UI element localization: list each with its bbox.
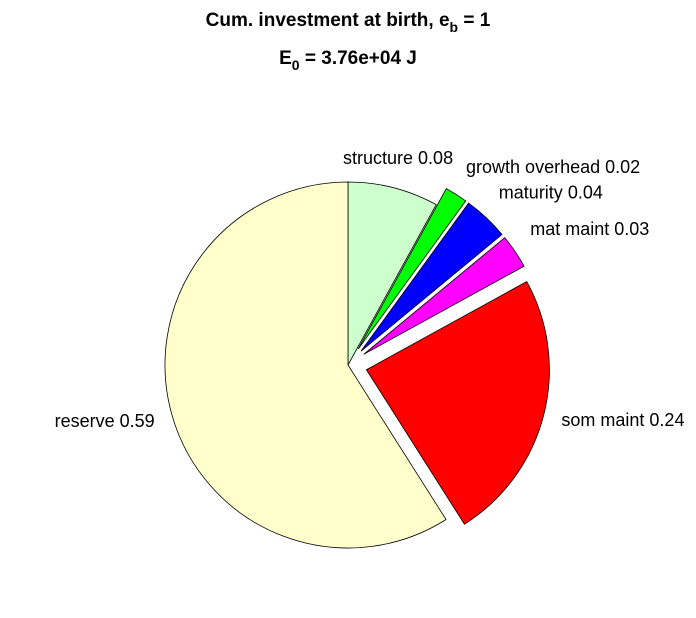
pie-slice — [360, 202, 503, 352]
subtitle-text: E — [279, 48, 292, 69]
pie-slice — [357, 188, 467, 350]
slice-name: som maint — [561, 410, 644, 430]
slice-name: maturity — [499, 182, 563, 202]
title-text: = 1 — [458, 10, 491, 31]
slice-name: growth overhead — [466, 157, 600, 177]
slice-name: mat maint — [530, 219, 609, 239]
pie-slice — [363, 237, 525, 355]
chart-title: Cum. investment at birth, eb = 1 — [206, 10, 491, 35]
pie-slice — [164, 181, 447, 549]
pie-slice — [347, 181, 437, 366]
slice-value: 0.24 — [649, 410, 684, 430]
slice-value: 0.02 — [605, 157, 640, 177]
slice-label: mat maint 0.03 — [530, 219, 649, 239]
slice-name: structure — [343, 148, 413, 168]
subtitle-text: = 3.76e+04 J — [300, 48, 417, 69]
slice-value: 0.03 — [614, 219, 649, 239]
slice-label: growth overhead 0.02 — [466, 157, 640, 177]
title-text: Cum. investment at birth, e — [206, 10, 450, 31]
title-subscript: b — [450, 19, 459, 35]
chart-subtitle: E0 = 3.76e+04 J — [279, 48, 417, 73]
slice-label: reserve 0.59 — [55, 411, 155, 431]
pie-slice — [365, 281, 550, 525]
slice-value: 0.59 — [120, 411, 155, 431]
slice-label: som maint 0.24 — [561, 410, 684, 430]
slice-label: structure 0.08 — [343, 148, 453, 168]
slice-label: maturity 0.04 — [499, 182, 603, 202]
subtitle-subscript: 0 — [292, 57, 300, 73]
slice-value: 0.08 — [418, 148, 453, 168]
slice-name: reserve — [55, 411, 115, 431]
slice-value: 0.04 — [568, 182, 603, 202]
